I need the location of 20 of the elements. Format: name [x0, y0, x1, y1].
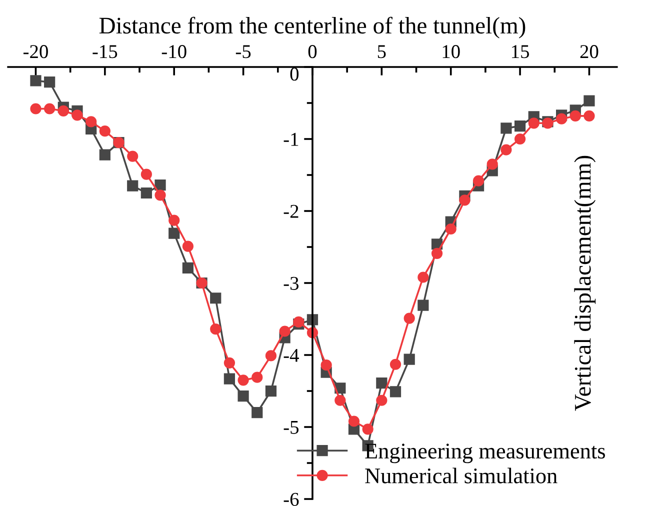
x-tick-label: 15: [512, 45, 529, 58]
y-tick-label: -5: [284, 421, 299, 434]
x-tick-label: -5: [236, 45, 251, 58]
y-tick-label: -3: [284, 276, 299, 290]
x-tick-label: 20: [580, 45, 598, 58]
y-tick-label: -2: [284, 204, 298, 218]
x-tick-label: 5: [378, 45, 386, 58]
legend-label: Numerical simulation: [365, 468, 558, 484]
y-tick-label: -1: [284, 132, 298, 146]
x-tick-label: -15: [92, 45, 118, 58]
x-tick-label: 0: [308, 45, 317, 58]
y-axis-title: Vertical displacement(mm): [574, 156, 596, 411]
x-tick-label: 10: [442, 45, 460, 58]
y-tick-label: 0: [290, 68, 299, 81]
y-tick-label: -6: [284, 492, 299, 506]
x-axis-title: Distance from the centerline of the tunnel(m): [99, 16, 526, 38]
legend-label: Engineering measurements: [365, 444, 605, 464]
y-tick-label: -4: [284, 348, 299, 362]
x-tick-label: -20: [24, 45, 48, 58]
x-tick-label: -10: [162, 45, 186, 58]
